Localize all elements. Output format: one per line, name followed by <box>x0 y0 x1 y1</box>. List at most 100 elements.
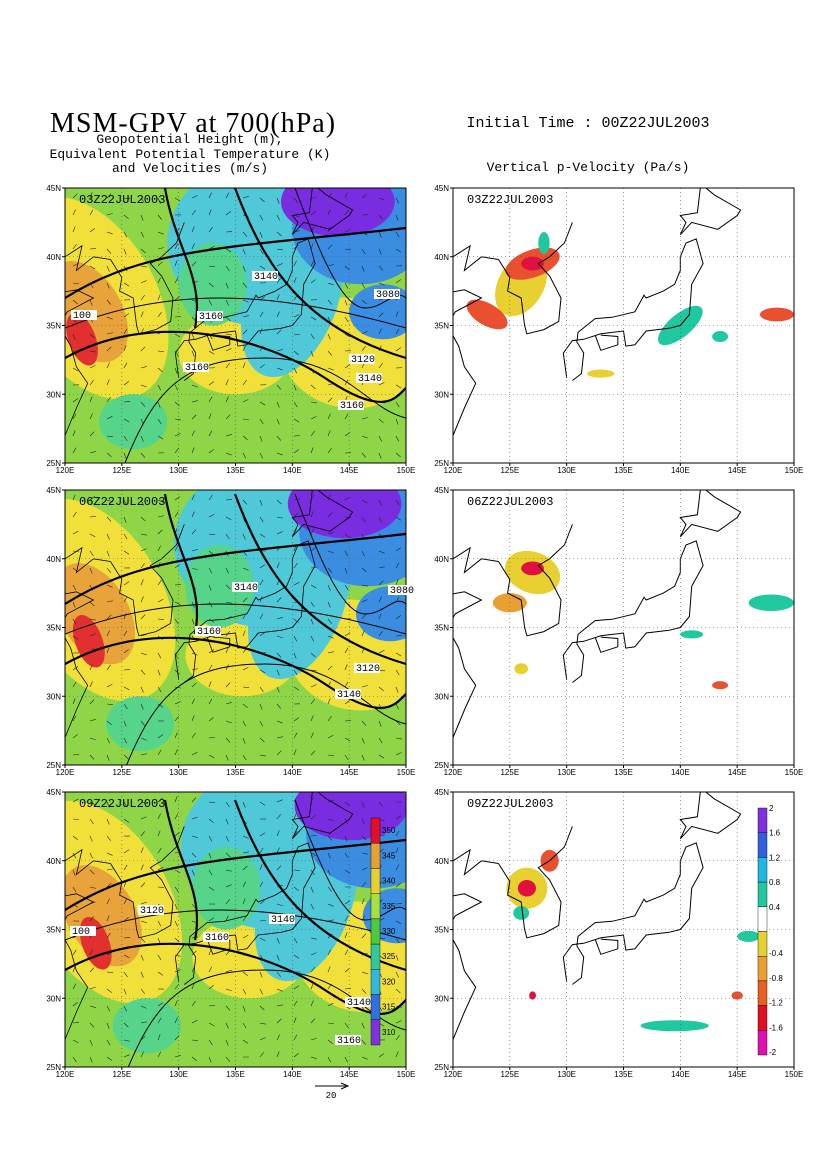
wind-vector <box>361 933 367 939</box>
field-region <box>192 847 261 930</box>
wind-vector <box>123 550 130 555</box>
wind-vector <box>208 567 213 574</box>
wind-vector <box>140 920 147 924</box>
contour-label: 3140 <box>358 374 382 385</box>
wind-vector <box>293 512 299 518</box>
wind-vector <box>344 299 348 306</box>
velocity-region <box>640 1020 709 1032</box>
wind-vector <box>140 265 147 268</box>
initial-time: Initial Time : 00Z22JUL2003 <box>466 115 709 132</box>
contour-label-bg <box>356 373 382 383</box>
wind-vector <box>140 937 146 943</box>
colorbar-swatch <box>757 1005 768 1031</box>
wind-vector <box>378 566 385 569</box>
wind-vector <box>259 920 266 922</box>
wind-vector <box>378 737 383 744</box>
wind-vector <box>89 396 93 403</box>
wind-vector <box>225 1005 231 1011</box>
velocity-region <box>529 991 536 1000</box>
wind-vector <box>361 882 366 888</box>
colorbar-label: 345 <box>382 851 396 860</box>
wind-vector <box>140 214 144 221</box>
wind-vector <box>208 717 214 722</box>
wind-vector <box>140 366 147 369</box>
wind-vector <box>242 418 249 421</box>
wind-vector <box>378 382 385 386</box>
wind-vector <box>106 213 113 216</box>
wind-vector <box>106 882 112 888</box>
lat-label: 45N <box>434 486 449 495</box>
wind-vector <box>361 988 367 994</box>
wind-vector <box>191 715 195 722</box>
wind-vector <box>293 1000 298 1007</box>
panel-time: 06Z22JUL2003 <box>467 495 553 509</box>
map-layer <box>453 188 794 463</box>
lon-label: 130E <box>169 1070 188 1079</box>
height-contour <box>127 969 406 1067</box>
lat-label: 30N <box>46 390 61 399</box>
wind-vector <box>395 615 401 620</box>
wind-vector <box>259 452 264 459</box>
wind-vector <box>72 698 76 705</box>
wind-vector <box>395 988 401 994</box>
map-layer <box>453 792 794 1067</box>
wind-vector <box>157 261 163 267</box>
wind-vector <box>395 971 399 978</box>
wind-vector <box>72 869 76 876</box>
wind-vector <box>242 1039 249 1044</box>
wind-vector <box>157 1017 162 1024</box>
wind-vector <box>327 903 334 907</box>
lon-label: 145E <box>728 768 747 777</box>
wind-vector <box>378 328 382 335</box>
wind-vector <box>208 1005 215 1007</box>
lat-label: 40N <box>434 857 449 866</box>
lat-label: 25N <box>434 1063 449 1072</box>
wind-vector <box>259 900 265 905</box>
wind-vector <box>123 937 130 939</box>
wind-vector <box>106 533 110 540</box>
wind-vector <box>293 1053 299 1058</box>
wind-vector <box>276 294 280 301</box>
wind-vector <box>293 1034 298 1041</box>
wind-vector <box>276 652 282 658</box>
wind-vector <box>225 835 229 842</box>
colorbar-swatch <box>370 817 381 844</box>
wind-vector <box>89 496 95 501</box>
wind-vector <box>140 720 146 726</box>
wind-vector <box>106 435 113 438</box>
colorbar-label: 1.2 <box>769 853 781 862</box>
wind-vector <box>327 193 332 199</box>
wind-vector <box>208 649 215 654</box>
wind-vector <box>157 529 163 535</box>
wind-vector <box>242 881 246 888</box>
wind-vector <box>242 345 246 352</box>
wind-vector <box>327 350 333 356</box>
wind-vector <box>310 1000 314 1007</box>
wind-vector <box>276 635 283 639</box>
wind-vector <box>276 799 283 803</box>
wind-vector <box>89 1005 96 1009</box>
wind-vector <box>276 597 282 603</box>
wind-vector <box>361 737 365 744</box>
wind-vector <box>276 750 282 756</box>
wind-vector <box>310 937 317 940</box>
wind-vector <box>395 1051 399 1058</box>
wind-vector <box>310 416 317 420</box>
wind-vector <box>72 949 77 956</box>
wind-vector <box>310 528 315 535</box>
wind-vector <box>344 496 351 501</box>
wind-vector <box>361 971 368 975</box>
lon-label: 130E <box>557 466 576 475</box>
wind-vector <box>72 413 77 420</box>
wind-vector <box>72 367 79 372</box>
wind-vector <box>395 864 400 871</box>
wind-vector <box>123 971 128 978</box>
wind-vector <box>242 362 246 369</box>
velocity-region <box>514 663 529 675</box>
wind-vector <box>276 865 282 871</box>
colorbar-label: -1.2 <box>769 999 783 1008</box>
wind-vector <box>327 367 334 371</box>
wind-vector <box>174 545 179 552</box>
wind-vector <box>208 209 212 216</box>
wind-vector <box>225 869 232 872</box>
